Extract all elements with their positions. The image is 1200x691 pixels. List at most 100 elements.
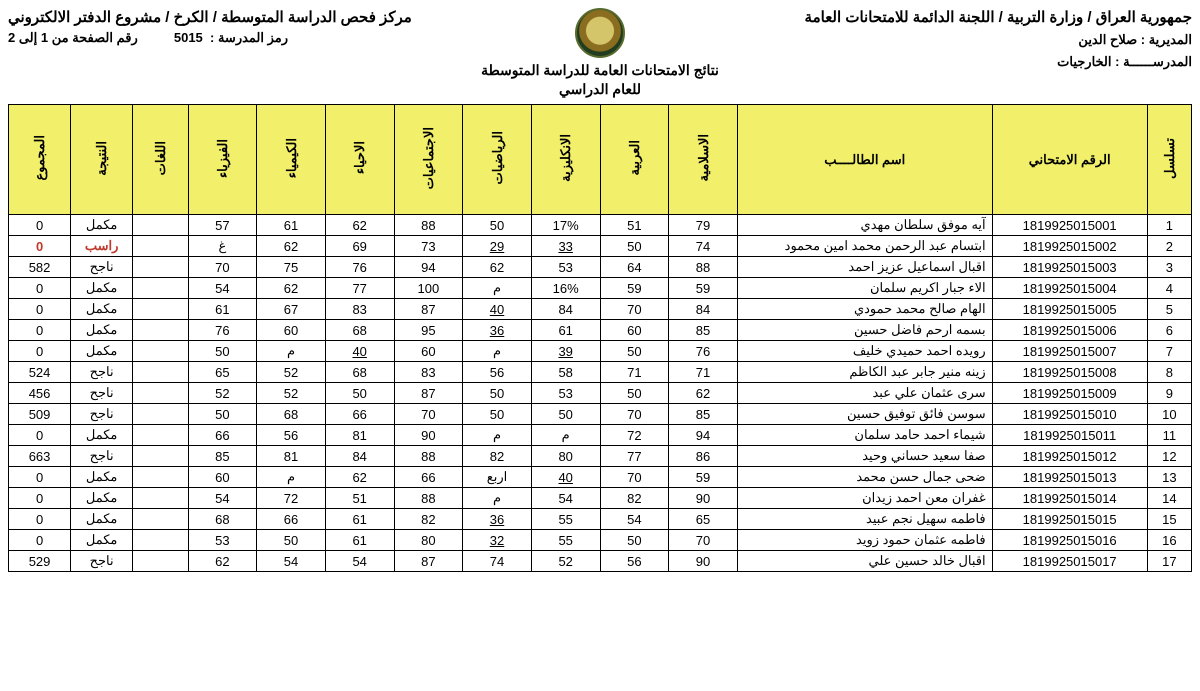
- cell-english: 84: [531, 299, 600, 320]
- cell-physics: 76: [188, 320, 257, 341]
- cell-chemistry: 56: [257, 425, 326, 446]
- cell-name: رويده احمد حميدي خليف: [737, 341, 992, 362]
- results-title: نتائج الامتحانات العامة للدراسة المتوسطة: [470, 62, 730, 79]
- cell-result: ناجح: [71, 446, 133, 467]
- cell-islamic: 88: [669, 257, 738, 278]
- center-name: مركز فحص الدراسة المتوسطة / الكرخ / مشرو…: [8, 8, 470, 26]
- cell-exam-no: 1819925015006: [992, 320, 1147, 341]
- col-physics: الفيزياء: [188, 105, 257, 215]
- cell-english: 50: [531, 404, 600, 425]
- cell-chemistry: م: [257, 467, 326, 488]
- cell-total: 456: [9, 383, 71, 404]
- cell-languages: [133, 341, 188, 362]
- cell-chemistry: 54: [257, 551, 326, 572]
- cell-seq: 6: [1147, 320, 1191, 341]
- cell-islamic: 59: [669, 467, 738, 488]
- cell-total: 524: [9, 362, 71, 383]
- cell-result: مكمل: [71, 320, 133, 341]
- cell-name: غفران معن احمد زيدان: [737, 488, 992, 509]
- cell-islamic: 65: [669, 509, 738, 530]
- cell-biology: 68: [325, 320, 394, 341]
- cell-math: م: [463, 488, 532, 509]
- cell-result: مكمل: [71, 509, 133, 530]
- cell-islamic: 71: [669, 362, 738, 383]
- cell-total: 0: [9, 299, 71, 320]
- cell-social: 82: [394, 509, 463, 530]
- cell-chemistry: 52: [257, 362, 326, 383]
- cell-social: 83: [394, 362, 463, 383]
- col-total: المجموع: [9, 105, 71, 215]
- cell-physics: 61: [188, 299, 257, 320]
- cell-math: 82: [463, 446, 532, 467]
- cell-name: صفا سعيد حساني وحيد: [737, 446, 992, 467]
- table-row: 121819925015012صفا سعيد حساني وحيد867780…: [9, 446, 1192, 467]
- cell-result: مكمل: [71, 488, 133, 509]
- cell-languages: [133, 362, 188, 383]
- cell-name: اقبال اسماعيل عزيز احمد: [737, 257, 992, 278]
- cell-name: فاطمه عثمان حمود زويد: [737, 530, 992, 551]
- cell-social: 95: [394, 320, 463, 341]
- cell-name: بسمه ارحم فاضل حسين: [737, 320, 992, 341]
- cell-result: ناجح: [71, 257, 133, 278]
- cell-result: مكمل: [71, 530, 133, 551]
- cell-math: 50: [463, 215, 532, 236]
- school-code-line: رمز المدرسة : 5015 رقم الصفحة من 1 إلى 2: [8, 30, 470, 46]
- cell-biology: 62: [325, 467, 394, 488]
- cell-exam-no: 1819925015014: [992, 488, 1147, 509]
- cell-name: زينه منير جابر عبد الكاظم: [737, 362, 992, 383]
- cell-biology: 51: [325, 488, 394, 509]
- col-chemistry: الكيمياء: [257, 105, 326, 215]
- table-row: 61819925015006بسمه ارحم فاضل حسين8560613…: [9, 320, 1192, 341]
- cell-social: 87: [394, 551, 463, 572]
- cell-arabic: 70: [600, 299, 669, 320]
- cell-name: سوسن فائق توفيق حسين: [737, 404, 992, 425]
- cell-arabic: 71: [600, 362, 669, 383]
- cell-seq: 11: [1147, 425, 1191, 446]
- cell-result: ناجح: [71, 404, 133, 425]
- cell-name: آيه موفق سلطان مهدي: [737, 215, 992, 236]
- col-languages: اللغات: [133, 105, 188, 215]
- cell-seq: 17: [1147, 551, 1191, 572]
- table-row: 51819925015005الهام صالح محمد حمودي84708…: [9, 299, 1192, 320]
- cell-exam-no: 1819925015011: [992, 425, 1147, 446]
- table-row: 11819925015001آيه موفق سلطان مهدي795117%…: [9, 215, 1192, 236]
- cell-math: 50: [463, 404, 532, 425]
- cell-islamic: 85: [669, 404, 738, 425]
- header-center: نتائج الامتحانات العامة للدراسة المتوسطة…: [470, 8, 730, 98]
- cell-math: م: [463, 278, 532, 299]
- cell-social: 60: [394, 341, 463, 362]
- cell-seq: 10: [1147, 404, 1191, 425]
- cell-biology: 62: [325, 215, 394, 236]
- col-exam-no: الرقم الامتحاني: [992, 105, 1147, 215]
- cell-english: 54: [531, 488, 600, 509]
- table-row: 31819925015003اقبال اسماعيل عزيز احمد886…: [9, 257, 1192, 278]
- cell-seq: 8: [1147, 362, 1191, 383]
- cell-english: 55: [531, 509, 600, 530]
- cell-chemistry: 72: [257, 488, 326, 509]
- cell-arabic: 59: [600, 278, 669, 299]
- cell-total: 0: [9, 215, 71, 236]
- cell-languages: [133, 488, 188, 509]
- cell-english: 39: [531, 341, 600, 362]
- cell-exam-no: 1819925015016: [992, 530, 1147, 551]
- cell-islamic: 62: [669, 383, 738, 404]
- cell-math: 40: [463, 299, 532, 320]
- cell-chemistry: 75: [257, 257, 326, 278]
- cell-biology: 83: [325, 299, 394, 320]
- cell-total: 0: [9, 236, 71, 257]
- cell-chemistry: 66: [257, 509, 326, 530]
- table-row: 111819925015011شيماء احمد حامد سلمان9472…: [9, 425, 1192, 446]
- cell-english: 53: [531, 257, 600, 278]
- cell-english: 33: [531, 236, 600, 257]
- table-row: 131819925015013ضحى جمال حسن محمد597040ار…: [9, 467, 1192, 488]
- cell-biology: 76: [325, 257, 394, 278]
- cell-arabic: 54: [600, 509, 669, 530]
- cell-arabic: 64: [600, 257, 669, 278]
- cell-social: 88: [394, 446, 463, 467]
- cell-islamic: 86: [669, 446, 738, 467]
- cell-english: 55: [531, 530, 600, 551]
- cell-biology: 77: [325, 278, 394, 299]
- cell-result: مكمل: [71, 341, 133, 362]
- cell-arabic: 51: [600, 215, 669, 236]
- cell-result: مكمل: [71, 425, 133, 446]
